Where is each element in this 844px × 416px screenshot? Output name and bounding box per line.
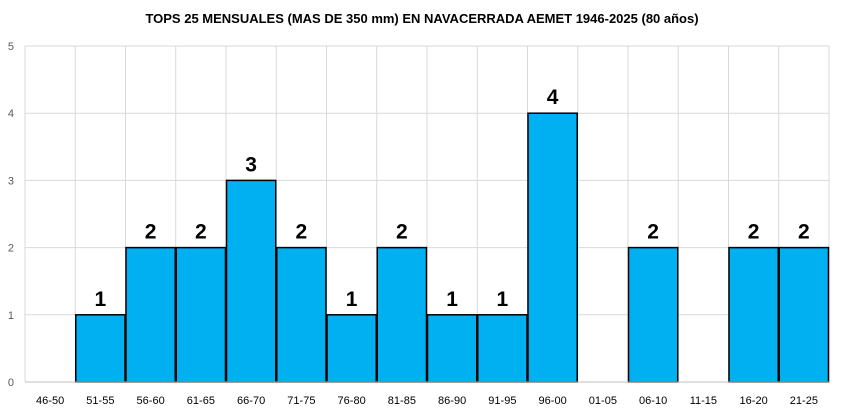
bar (527, 112, 578, 383)
bar (75, 314, 126, 383)
x-tick-label: 51-55 (86, 395, 114, 407)
y-tick-label: 4 (8, 108, 14, 120)
y-tick-label: 0 (8, 377, 14, 389)
bar (477, 314, 528, 383)
data-label: 1 (497, 288, 509, 311)
bar (125, 246, 176, 383)
y-tick-label: 5 (8, 41, 14, 53)
x-tick-label: 86-90 (438, 395, 466, 407)
x-tick-label: 06-10 (639, 395, 667, 407)
bar (326, 314, 377, 383)
data-label: 2 (647, 221, 659, 244)
bar (225, 179, 277, 383)
data-label: 2 (396, 221, 408, 244)
data-label: 2 (798, 221, 810, 244)
bar (778, 246, 830, 383)
data-label: 2 (195, 221, 207, 244)
bar (175, 246, 227, 383)
x-tick-label: 76-80 (338, 395, 366, 407)
x-tick-label: 71-75 (287, 395, 315, 407)
x-tick-label: 16-20 (740, 395, 768, 407)
data-label: 1 (346, 288, 358, 311)
y-tick-label: 1 (8, 310, 14, 322)
data-label: 1 (95, 288, 107, 311)
x-tick-label: 01-05 (589, 395, 617, 407)
bar (627, 246, 679, 383)
x-tick-label: 46-50 (36, 395, 64, 407)
data-label: 3 (245, 153, 257, 176)
x-tick-label: 96-00 (539, 395, 567, 407)
data-label: 1 (446, 288, 458, 311)
x-tick-label: 61-65 (187, 395, 215, 407)
bar (376, 246, 428, 383)
data-label: 4 (547, 86, 559, 109)
x-tick-label: 91-95 (488, 395, 516, 407)
bar (426, 314, 478, 383)
y-tick-label: 2 (8, 243, 14, 255)
data-label: 2 (748, 221, 760, 244)
x-tick-label: 11-15 (690, 395, 717, 407)
x-tick-label: 56-60 (137, 395, 165, 407)
x-tick-label: 21-25 (790, 395, 818, 407)
chart-title: TOPS 25 MENSUALES (MAS DE 350 mm) EN NAV… (145, 11, 699, 26)
data-label: 2 (145, 221, 157, 244)
data-label: 2 (296, 221, 308, 244)
x-tick-label: 81-85 (388, 395, 416, 407)
x-tick-label: 66-70 (237, 395, 265, 407)
bar (728, 246, 779, 383)
bar (276, 246, 327, 383)
y-tick-label: 3 (8, 175, 14, 187)
